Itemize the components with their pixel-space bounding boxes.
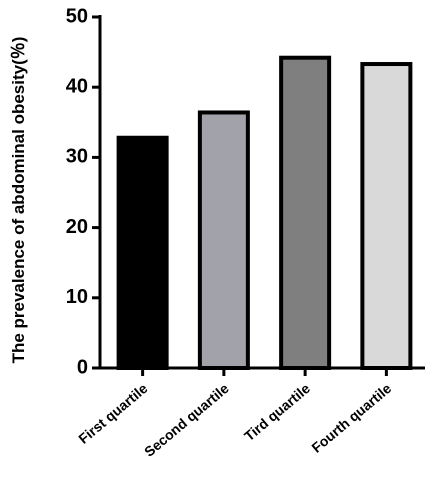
- x-tick-label: Tird quartile: [241, 380, 313, 444]
- bar: [197, 110, 250, 370]
- bar: [360, 62, 413, 370]
- x-tick-label: Fourth quartile: [308, 380, 394, 456]
- y-axis-label: The prevalence of abdominal obesity(％): [9, 37, 28, 364]
- x-tick-label: Second quartile: [141, 380, 232, 460]
- y-tick-label: 20: [66, 216, 88, 238]
- y-tick-label: 50: [66, 5, 88, 27]
- y-tick-label: 30: [66, 146, 88, 168]
- bar: [279, 55, 332, 370]
- y-tick-label: 40: [66, 75, 88, 97]
- y-tick-label: 0: [77, 356, 88, 378]
- y-tick-label: 10: [66, 286, 88, 308]
- x-tick-label: First quartile: [75, 380, 150, 447]
- bar: [116, 135, 169, 370]
